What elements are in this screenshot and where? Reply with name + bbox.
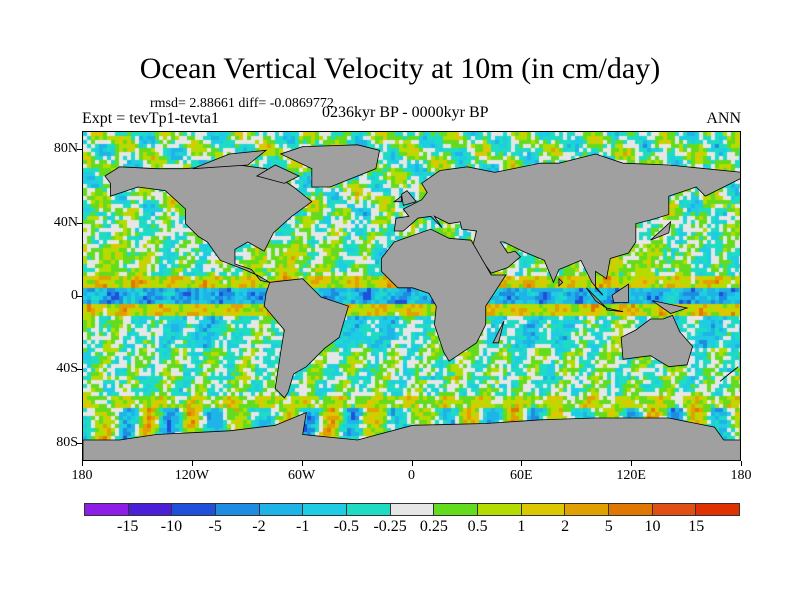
lon-tick: [741, 461, 742, 466]
continents: [83, 144, 740, 460]
period-label: 0236kyr BP - 0000kyr BP: [322, 104, 489, 121]
colorbar-label: -15: [117, 518, 139, 535]
landmass: [558, 277, 564, 287]
landmass: [650, 220, 672, 241]
lon-label: 180: [730, 468, 752, 483]
colorbar-label: -0.5: [333, 518, 360, 535]
colorbar-label: 0.25: [419, 518, 448, 535]
landmass: [620, 314, 694, 368]
lat-label: 80S: [56, 434, 78, 450]
landmass: [279, 144, 381, 188]
landmass: [719, 366, 739, 382]
landmass: [492, 320, 505, 344]
landmass: [380, 228, 507, 362]
colorbar: [84, 503, 740, 516]
lat-label: 80N: [53, 141, 78, 157]
landmass: [104, 164, 313, 283]
lon-label: 60E: [510, 468, 533, 483]
lat-label: 40S: [56, 361, 78, 377]
lat-label: 0: [71, 288, 78, 303]
colorbar-label: -2: [252, 518, 266, 535]
stats-text: rmsd= 2.88661 diff= -0.0869772: [150, 96, 334, 111]
lon-label: 60W: [288, 468, 316, 483]
map-panel: [82, 131, 741, 461]
lon-label: 180: [71, 468, 93, 483]
landmass: [393, 153, 740, 296]
colorbar-swatch: [478, 504, 522, 515]
lat-tick: [77, 149, 82, 151]
colorbar-label: -1: [295, 518, 310, 535]
plot-title: Ocean Vertical Velocity at 10m (in cm/da…: [139, 52, 661, 85]
lon-tick: [82, 461, 83, 466]
colorbar-swatch: [347, 504, 391, 515]
colorbar-label: 10: [644, 518, 661, 535]
landmass: [606, 307, 624, 313]
colorbar-label: 1: [517, 518, 526, 535]
season-label: ANN: [706, 110, 741, 127]
landmass: [263, 278, 349, 399]
lon-tick: [521, 461, 523, 466]
landmass: [255, 164, 300, 184]
lat-tick: [77, 442, 82, 444]
colorbar-label: 5: [604, 518, 613, 535]
colorbar-swatch: [609, 504, 653, 515]
lon-label: 120E: [616, 468, 646, 483]
lon-tick: [631, 461, 633, 466]
colorbar-label: 0.5: [467, 518, 488, 535]
landmass: [652, 300, 689, 314]
lon-label: 0: [408, 468, 415, 483]
lat-tick: [77, 369, 82, 371]
lon-tick: [411, 461, 413, 466]
colorbar-label: -0.25: [373, 518, 407, 535]
colorbar-label: -10: [160, 518, 183, 535]
colorbar-swatch: [172, 504, 217, 515]
landmass: [192, 149, 268, 170]
colorbar-swatch: [390, 504, 435, 515]
colorbar-swatch: [85, 504, 129, 515]
lon-label: 120W: [174, 468, 209, 483]
landmass: [392, 195, 402, 203]
colorbar-swatch: [303, 504, 348, 515]
colorbar-swatch: [128, 504, 173, 515]
lat-tick: [77, 296, 82, 297]
landmass: [611, 283, 629, 303]
landmass: [401, 190, 417, 206]
colorbar-label: -5: [208, 518, 222, 535]
colorbar-swatch: [259, 504, 304, 515]
lat-label: 40N: [53, 214, 78, 230]
landmass: [83, 411, 740, 460]
colorbar-swatch: [565, 504, 610, 515]
landmass: [586, 287, 607, 309]
colorbar-swatch: [216, 504, 260, 515]
colorbar-swatch: [652, 504, 697, 515]
colorbar-label: 2: [561, 518, 570, 535]
experiment-label: Expt = tevTp1-tevta1: [82, 110, 219, 127]
colorbar-swatch: [434, 504, 479, 515]
colorbar-swatch: [696, 504, 740, 515]
colorbar-swatch: [521, 504, 566, 515]
lat-tick: [77, 222, 82, 224]
lon-tick: [191, 461, 193, 466]
lon-tick: [301, 461, 303, 466]
colorbar-label: 15: [688, 518, 705, 535]
